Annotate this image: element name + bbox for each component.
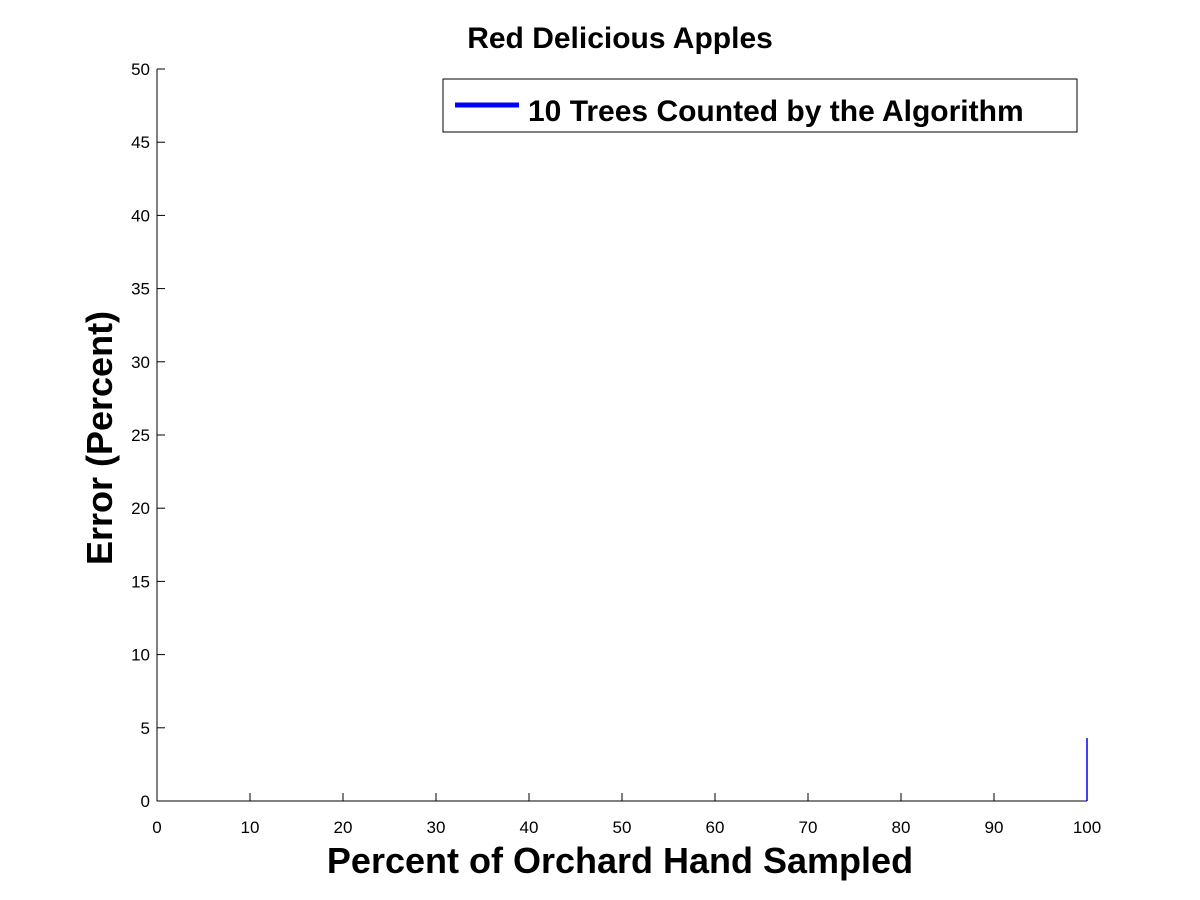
x-tick-label: 20 xyxy=(334,818,353,837)
x-axis-ticks: 0 10 20 30 40 50 60 70 80 90 100 xyxy=(152,793,1101,837)
x-tick-label: 60 xyxy=(706,818,725,837)
x-tick-label: 50 xyxy=(613,818,632,837)
legend: 10 Trees Counted by the Algorithm xyxy=(442,78,1078,133)
y-axis-ticks: 0 5 10 15 20 25 30 35 40 45 50 xyxy=(131,60,165,811)
y-tick-label: 50 xyxy=(131,60,150,79)
y-tick-label: 45 xyxy=(131,133,150,152)
x-tick-label: 40 xyxy=(520,818,539,837)
y-tick-label: 40 xyxy=(131,206,150,225)
x-tick-label: 90 xyxy=(985,818,1004,837)
y-tick-label: 35 xyxy=(131,280,150,299)
y-axis-label: Error (Percent) xyxy=(79,311,120,565)
y-tick-label: 30 xyxy=(131,353,150,372)
x-axis-label: Percent of Orchard Hand Sampled xyxy=(327,840,913,881)
legend-box xyxy=(442,78,1078,133)
x-tick-label: 80 xyxy=(892,818,911,837)
x-tick-label: 10 xyxy=(241,818,260,837)
x-tick-label: 30 xyxy=(427,818,446,837)
y-tick-label: 5 xyxy=(141,719,150,738)
chart-title: Red Delicious Apples xyxy=(467,22,773,55)
y-tick-label: 15 xyxy=(131,572,150,591)
x-tick-label: 70 xyxy=(799,818,818,837)
x-tick-label: 0 xyxy=(152,818,161,837)
y-tick-label: 20 xyxy=(131,499,150,518)
legend-label: 10 Trees Counted by the Algorithm xyxy=(528,95,1024,128)
y-tick-label: 0 xyxy=(141,792,150,811)
y-tick-label: 10 xyxy=(131,646,150,665)
x-tick-label: 100 xyxy=(1073,818,1101,837)
y-tick-label: 25 xyxy=(131,426,150,445)
